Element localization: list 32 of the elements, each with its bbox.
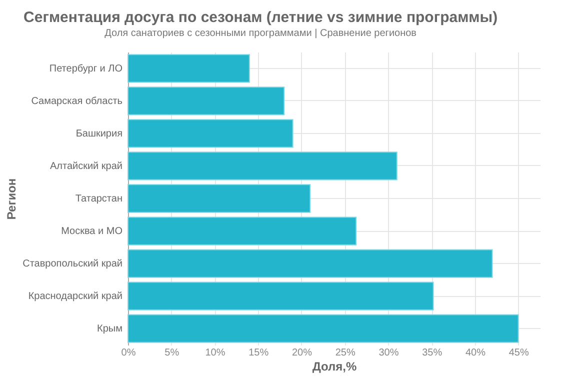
chart-subtitle: Доля санаториев с сезонными программами | Сравнение регионов (104, 28, 416, 39)
x-tick-label: 40% (465, 348, 486, 358)
x-tick-label: 0% (121, 348, 136, 358)
y-tick-label: Москва и МО (61, 226, 123, 238)
x-tick-label: 10% (205, 348, 226, 358)
x-tick-label: 30% (378, 348, 399, 358)
y-tick-label: Алтайский край (50, 160, 122, 172)
x-tick-label: 20% (292, 348, 312, 358)
x-axis-title: Доля,% (312, 360, 358, 374)
x-tick-label: 5% (164, 348, 180, 358)
chart-title: Сегментация досуга по сезонам (летние vs зимние программы) (24, 9, 498, 26)
bar (128, 249, 493, 278)
x-tick-label: 35% (422, 348, 442, 358)
y-tick-label: Татарстан (75, 194, 122, 204)
bar (128, 119, 294, 148)
bar (128, 152, 398, 180)
y-tick-label: Башкирия (76, 128, 122, 140)
x-tick-label: 45% (508, 348, 529, 358)
bar (128, 184, 311, 213)
y-tick-label: Ставропольский край (22, 258, 122, 270)
bar (128, 314, 519, 343)
y-tick-label: Самарская область (31, 96, 122, 107)
y-axis-title: Регион (4, 178, 19, 220)
bar (128, 216, 357, 246)
bar (128, 86, 285, 116)
y-tick-label: Краснодарский край (28, 291, 122, 302)
x-tick-label: 15% (248, 348, 269, 358)
y-tick-label: Крым (97, 324, 123, 335)
bar (128, 282, 434, 310)
y-tick-label: Петербург и ЛО (49, 63, 123, 74)
bar (128, 54, 250, 83)
x-tick-label: 25% (335, 348, 356, 358)
